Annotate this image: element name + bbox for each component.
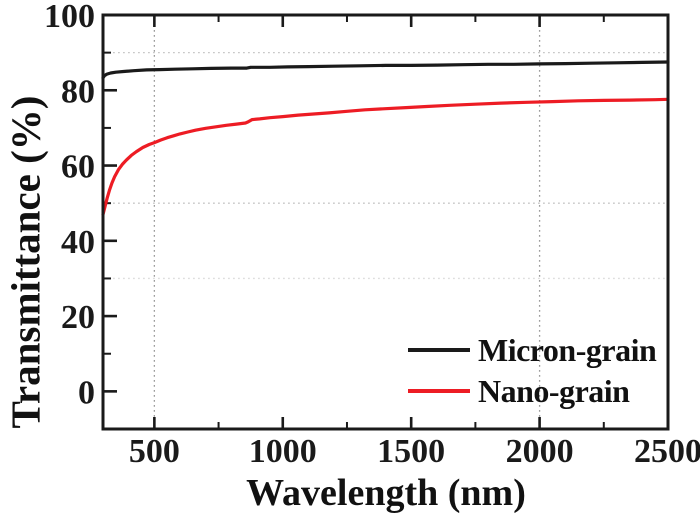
y-tick-label-40: 40: [61, 224, 95, 261]
y-tick-label-60: 60: [61, 149, 95, 186]
micron-grain-curve: [101, 60, 670, 80]
y-tick-label-20: 20: [61, 299, 95, 336]
legend: Micron-grain Nano-grain: [408, 331, 657, 409]
x-tick-label-2500: 2500: [634, 433, 700, 470]
x-tick-label-1500: 1500: [377, 433, 445, 470]
x-tick-label-2000: 2000: [506, 433, 574, 470]
legend-item-nano-grain: Nano-grain: [408, 372, 656, 409]
y-tick-label-80: 80: [61, 73, 95, 110]
nano-grain-curve: [101, 97, 670, 217]
y-axis-title: Transmittance (%): [2, 95, 49, 429]
legend-label-nano-grain: Nano-grain: [478, 372, 630, 409]
y-tick-label-100: 100: [44, 0, 95, 35]
x-tick-label-1000: 1000: [249, 433, 317, 470]
x-tick-label-500: 500: [129, 433, 180, 470]
y-tick-label-0: 0: [78, 374, 95, 411]
legend-label-micron-grain: Micron-grain: [478, 331, 657, 368]
micron-grain-line-swatch: [408, 347, 470, 352]
x-axis-title: Wavelength (nm): [246, 472, 526, 514]
nano-grain-line-swatch: [408, 388, 470, 393]
legend-item-micron-grain: Micron-grain: [408, 331, 657, 368]
plot-frame: [101, 13, 670, 431]
